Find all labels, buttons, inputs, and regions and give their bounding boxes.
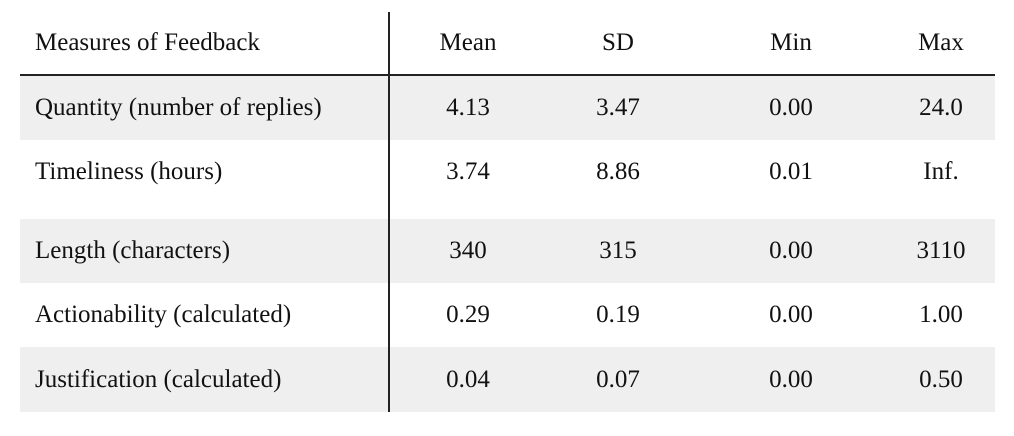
table-row: Justification (calculated) 0.04 0.07 0.0… xyxy=(20,347,995,412)
row-measure: Justification (calculated) xyxy=(35,365,282,393)
row-sd: 8.86 xyxy=(596,158,640,185)
row-mean: 4.13 xyxy=(446,94,490,121)
row-max: 1.00 xyxy=(919,301,963,328)
row-mean: 340 xyxy=(449,237,487,264)
row-measure: Timeliness (hours) xyxy=(35,158,223,185)
table-header-row: Measures of Feedback Mean SD Min Max xyxy=(20,12,995,74)
row-max: 24.0 xyxy=(919,94,963,121)
row-min: 0.00 xyxy=(769,365,813,393)
header-sd: SD xyxy=(602,29,634,56)
header-rule xyxy=(20,74,995,76)
feedback-statistics-table: Measures of Feedback Mean SD Min Max Qua… xyxy=(20,12,995,412)
row-sd: 3.47 xyxy=(596,94,640,121)
row-min: 0.00 xyxy=(769,301,813,328)
row-sd: 0.07 xyxy=(596,365,640,393)
row-measure: Quantity (number of replies) xyxy=(35,94,322,121)
row-measure: Actionability (calculated) xyxy=(35,301,292,328)
row-min: 0.01 xyxy=(769,158,813,185)
table-row: Timeliness (hours) 3.74 8.86 0.01 Inf. xyxy=(20,140,995,204)
row-sd: 315 xyxy=(599,237,637,264)
row-min: 0.00 xyxy=(769,237,813,264)
table-row: Length (characters) 340 315 0.00 3110 xyxy=(20,219,995,283)
row-max: Inf. xyxy=(923,158,959,185)
row-mean: 0.29 xyxy=(446,301,490,328)
header-max: Max xyxy=(918,29,964,56)
row-sd: 0.19 xyxy=(596,301,640,328)
column-divider xyxy=(388,12,390,412)
row-measure: Length (characters) xyxy=(35,237,231,264)
row-min: 0.00 xyxy=(769,94,813,121)
row-max: 0.50 xyxy=(919,365,963,393)
row-mean: 3.74 xyxy=(446,158,490,185)
table-row: Actionability (calculated) 0.29 0.19 0.0… xyxy=(20,283,995,347)
header-min: Min xyxy=(770,29,812,56)
row-max: 3110 xyxy=(916,237,966,264)
row-mean: 0.04 xyxy=(446,365,490,393)
header-measures: Measures of Feedback xyxy=(35,29,260,56)
table-row: Quantity (number of replies) 4.13 3.47 0… xyxy=(20,76,995,140)
header-mean: Mean xyxy=(439,29,497,56)
